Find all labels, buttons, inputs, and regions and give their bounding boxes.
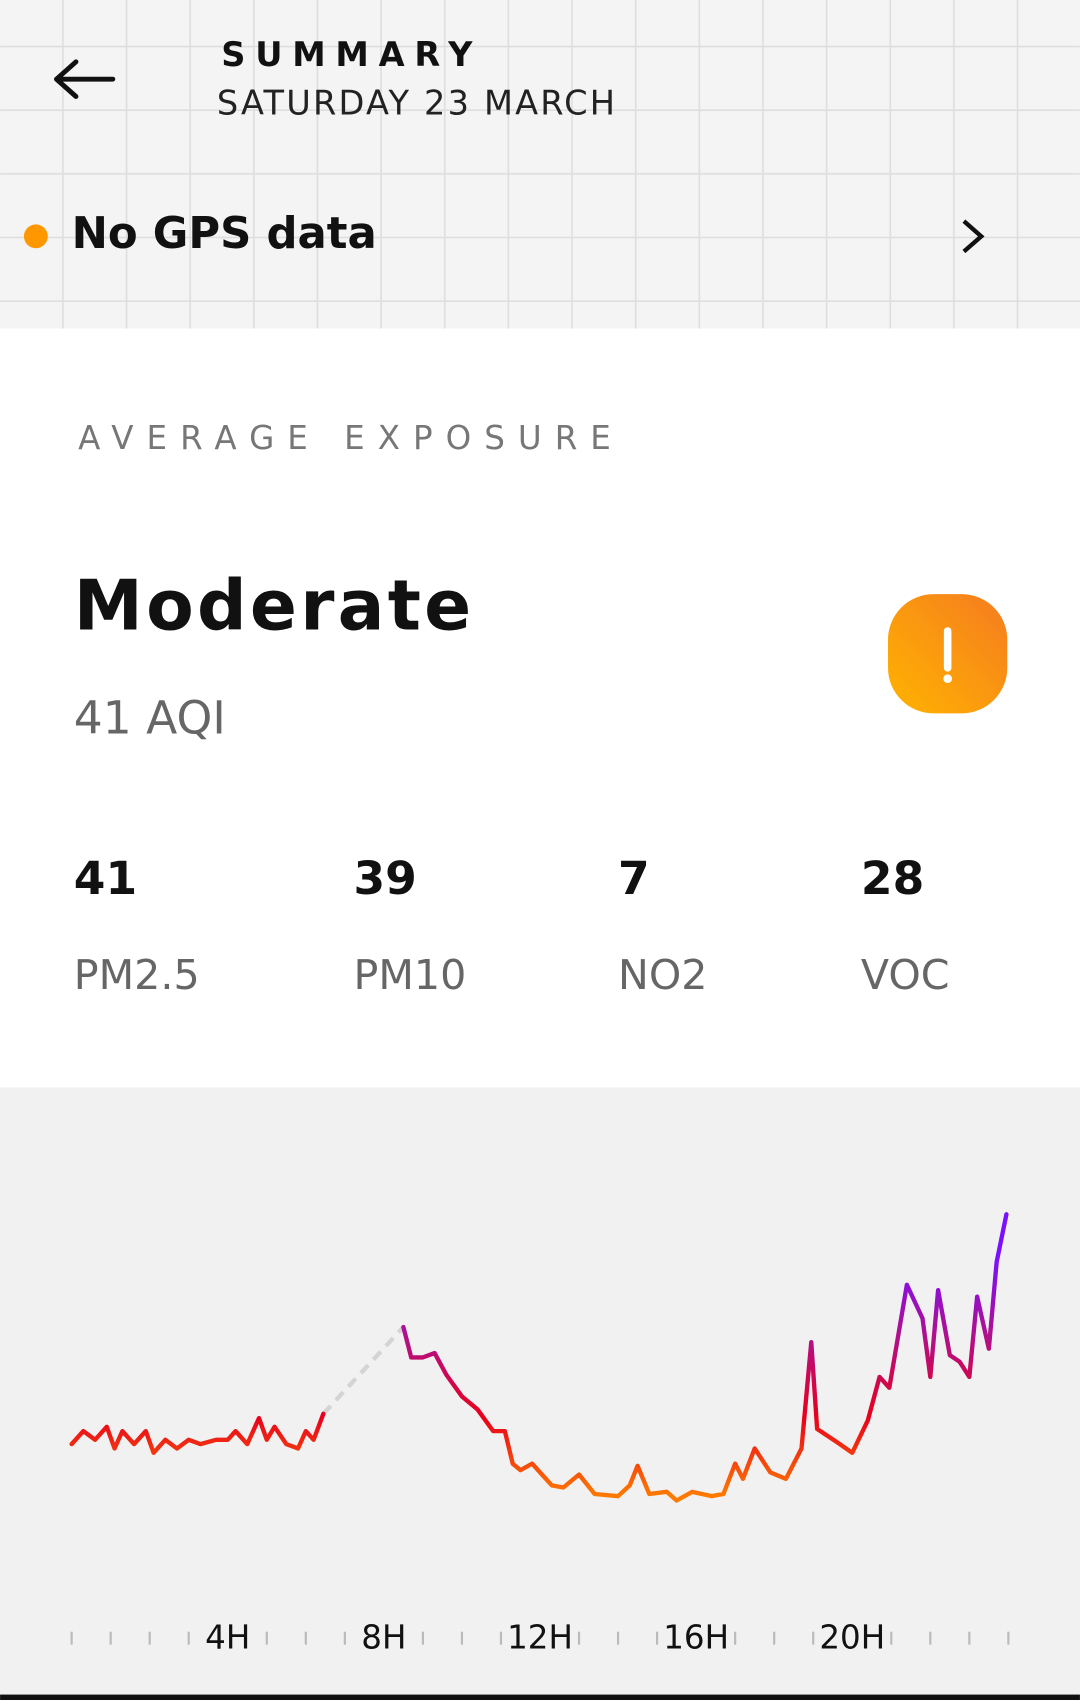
- x-tick-label: 4H: [205, 1618, 250, 1656]
- chart-bg: [0, 1087, 1080, 1700]
- metric-value: 7: [618, 852, 650, 905]
- gap-connector: [321, 1325, 405, 1416]
- metric-name: PM2.5: [74, 951, 200, 999]
- x-tick-label: 16H: [663, 1618, 729, 1656]
- x-tick-label: 12H: [507, 1618, 573, 1656]
- metric-name: NO2: [618, 951, 707, 999]
- metric-value: 39: [354, 852, 417, 905]
- gps-dot: [23, 224, 48, 249]
- metric-name: PM10: [354, 951, 467, 999]
- x-tick-label: 20H: [819, 1618, 885, 1656]
- heading: AVERAGE EXPOSURE: [78, 419, 624, 457]
- metric-value: 41: [74, 852, 137, 905]
- gps-label[interactable]: No GPS data: [72, 209, 377, 259]
- bottom-bar: [0, 1694, 1080, 1700]
- warning-dot: [943, 674, 952, 684]
- card: [0, 328, 1080, 1088]
- title: SUMMARY: [221, 35, 482, 74]
- back-arrow[interactable]: [54, 59, 116, 99]
- exposure-line: [69, 1212, 1009, 1503]
- date: SATURDAY 23 MARCH: [217, 84, 617, 123]
- metric-name: VOC: [861, 951, 950, 999]
- header-bg: [0, 0, 1080, 329]
- chevron[interactable]: [962, 219, 985, 254]
- level: Moderate: [74, 566, 475, 646]
- aqi: 41 AQI: [74, 691, 226, 744]
- x-tick-label: 8H: [361, 1618, 406, 1656]
- metric-value: 28: [861, 852, 924, 905]
